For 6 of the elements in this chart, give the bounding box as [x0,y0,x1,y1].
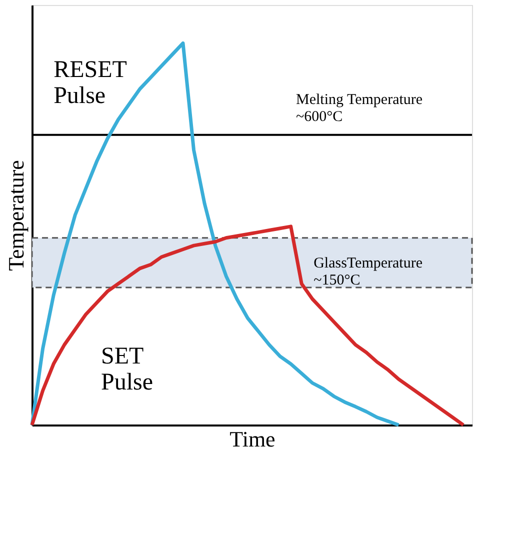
band-label: GlassTemperature ~150°C [314,256,423,289]
series-label: SET Pulse [101,343,154,396]
y-axis-title: Temperature [4,160,28,271]
x-axis-title: Time [230,426,276,452]
series-label: RESET Pulse [54,56,128,109]
ref-line-label: Melting Temperature ~600°C [296,92,423,125]
